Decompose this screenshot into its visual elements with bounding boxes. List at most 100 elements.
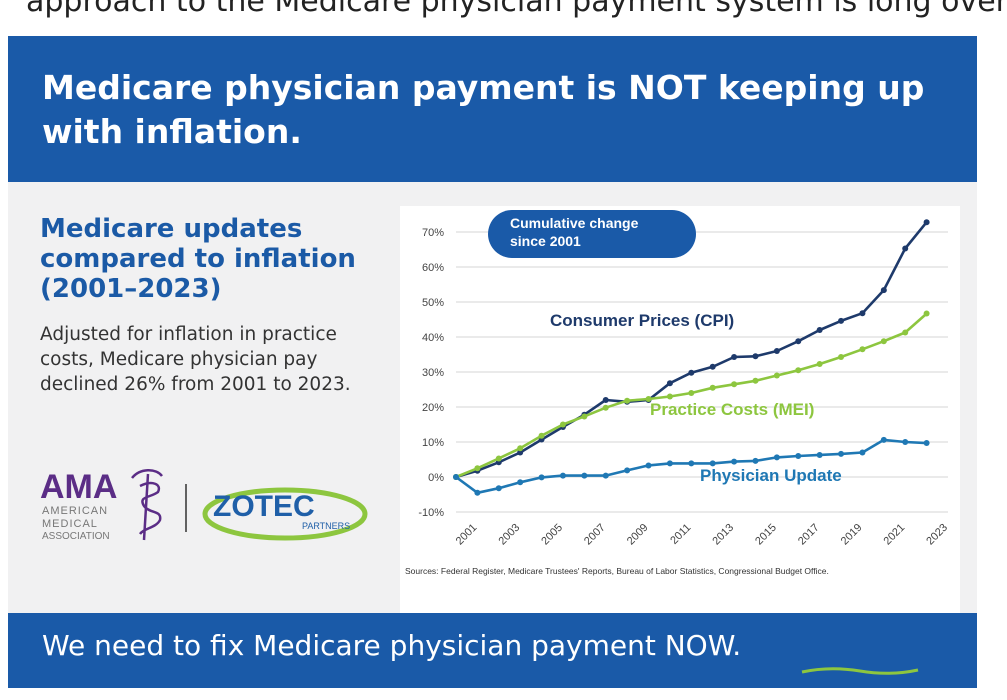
series-lines [453,219,930,496]
data-point [752,457,759,464]
footer-message: We need to fix Medicare physician paymen… [42,629,742,662]
ama-wordmark: AMA [40,468,117,506]
data-point [559,472,566,479]
series-label-mei: Practice Costs (MEI) [650,400,814,419]
y-tick-label: 40% [422,332,444,344]
data-point [816,451,823,458]
data-point [902,329,909,336]
data-point [666,460,673,467]
annotation-line-1: Cumulative change [510,215,639,231]
data-point [602,404,609,411]
y-tick-label: 10% [422,437,444,449]
data-point [731,381,738,388]
data-point [902,439,909,445]
data-point [838,353,845,360]
data-point [859,310,866,317]
ama-sub-line-2: MEDICAL [42,518,98,530]
section-heading: Medicare updates compared to inflation (… [40,214,356,304]
data-point [838,450,845,457]
zotec-swoosh [202,487,368,541]
data-point [795,367,802,374]
x-tick-label: 2023 [924,522,950,548]
title-banner: Medicare physician payment is NOT keepin… [8,36,977,182]
data-point [773,348,780,354]
line-chart: -10% 0% 10% 20% 30% 40% 50% 60% 70% 2001 2003 2005… [418,210,950,548]
data-point [495,485,502,492]
data-point [517,445,524,452]
data-point [688,390,695,396]
y-tick-label: 20% [422,402,444,414]
data-point [795,338,802,345]
ama-logo: AMA AMERICAN MEDICAL ASSOCIATION [40,468,163,542]
data-point [859,346,866,353]
data-point [559,421,566,428]
data-point [688,460,695,467]
data-point [602,472,609,479]
ama-sub-line-1: AMERICAN [42,505,108,517]
data-point [880,287,887,294]
x-tick-label: 2003 [496,522,522,548]
zotec-sub: PARTNERS [302,521,350,531]
data-point [838,317,845,324]
data-point [666,393,673,400]
data-point [709,460,716,467]
data-point [709,363,716,370]
underline-squiggle [801,667,919,675]
data-point [474,465,481,472]
data-point [453,474,459,480]
data-point [666,380,673,387]
data-point [645,462,652,469]
summary-text: Adjusted for inflation in practice costs… [40,324,351,395]
x-tick-label: 2009 [625,522,651,548]
y-tick-label: -10% [418,507,444,519]
data-point [816,327,823,333]
chart-sources: Sources: Federal Register, Medicare Trus… [405,566,829,576]
data-point [773,454,780,461]
x-tick-label: 2017 [796,522,822,548]
top-cropped-text: approach to the Medicare physician payme… [26,0,1007,19]
data-point [923,310,930,317]
data-point [859,449,866,456]
caduceus-icon [131,469,163,541]
series-label-physician: Physician Update [700,466,842,485]
zotec-logo: ZOTEC PARTNERS [202,487,368,541]
data-point [645,395,652,402]
y-tick-label: 70% [422,227,444,239]
data-point [731,353,738,360]
data-point [752,377,759,384]
data-point [624,397,631,404]
x-tick-label: 2015 [753,522,779,548]
partner-logos: AMA AMERICAN MEDICAL ASSOCIATION ZOTEC P… [40,468,368,542]
annotation-line-2: since 2001 [510,233,581,249]
data-point [538,474,545,481]
call-to-action-banner: We need to fix Medicare physician paymen… [8,613,977,688]
data-point [752,353,759,360]
x-tick-label: 2013 [710,522,736,548]
data-point [581,472,588,479]
annotation-bubble [488,210,696,258]
y-tick-label: 30% [422,367,444,379]
x-tick-label: 2021 [882,522,908,548]
y-tick-label: 50% [422,297,444,309]
data-point [517,449,524,456]
y-tick-label: 0% [428,472,444,484]
chart-annotation: Cumulative change since 2001 [488,210,696,258]
x-tick-label: 2005 [539,522,565,548]
data-point [495,455,502,462]
x-tick-label: 2007 [582,522,608,548]
page-title: Medicare physician payment is NOT keepin… [42,68,925,151]
data-point [880,436,887,443]
y-axis-ticks: -10% 0% 10% 20% 30% 40% 50% 60% 70% [418,227,444,519]
data-point [902,245,909,252]
data-point [538,432,545,439]
x-tick-label: 2019 [839,522,865,548]
zotec-wordmark: ZOTEC [213,490,315,523]
series-label-cpi: Consumer Prices (CPI) [550,311,734,330]
ama-sub-line-3: ASSOCIATION [42,531,110,542]
y-tick-label: 60% [422,262,444,274]
infographic-card: Medicare physician payment is NOT keepin… [8,36,977,688]
data-point [474,489,481,496]
x-tick-label: 2001 [454,522,480,548]
chart-panel: -10% 0% 10% 20% 30% 40% 50% 60% 70% 2001 2003 2005… [400,206,960,626]
series-line-0 [455,221,928,479]
